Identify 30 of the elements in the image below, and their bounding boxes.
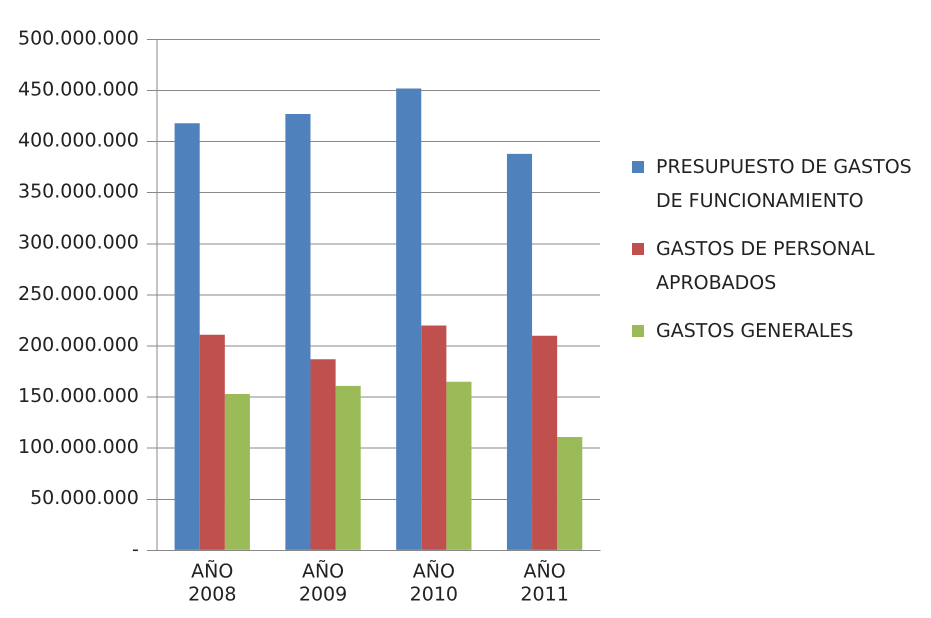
legend-label: PRESUPUESTO DE GASTOS DE FUNCIONAMIENTO xyxy=(656,155,913,214)
y-tick-label: 450.000.000 xyxy=(18,78,139,100)
x-tick-label: AÑO 2011 xyxy=(520,560,569,606)
y-tick-label: 200.000.000 xyxy=(18,334,139,356)
y-tick-label: 150.000.000 xyxy=(18,385,139,408)
bar xyxy=(310,359,336,550)
y-tick-label: 300.000.000 xyxy=(18,232,139,254)
x-tick-label: AÑO 2010 xyxy=(410,560,458,606)
bar xyxy=(224,394,250,550)
bar xyxy=(557,436,582,550)
legend-label: GASTOS GENERALES xyxy=(656,319,854,344)
bar xyxy=(532,336,558,550)
y-tick-label: 250.000.000 xyxy=(18,282,139,305)
bar xyxy=(506,154,532,550)
bar xyxy=(446,382,472,550)
bar xyxy=(174,123,200,550)
legend-label: GASTOS DE PERSONAL APROBADOS xyxy=(656,237,876,296)
bar xyxy=(336,386,361,550)
y-tick-label: 50.000.000 xyxy=(30,487,139,510)
bar xyxy=(200,334,225,550)
y-tick-label: 400.000.000 xyxy=(18,130,139,152)
bar xyxy=(421,326,446,550)
y-tick-label: 500.000.000 xyxy=(18,27,139,50)
y-tick-label: 100.000.000 xyxy=(18,436,139,458)
y-tick-label: - xyxy=(132,538,139,560)
x-tick-label: AÑO 2008 xyxy=(188,560,236,606)
x-tick-label: AÑO 2009 xyxy=(298,560,348,606)
y-tick-label: 350.000.000 xyxy=(18,180,139,203)
bar xyxy=(285,114,310,550)
bar xyxy=(396,88,422,550)
